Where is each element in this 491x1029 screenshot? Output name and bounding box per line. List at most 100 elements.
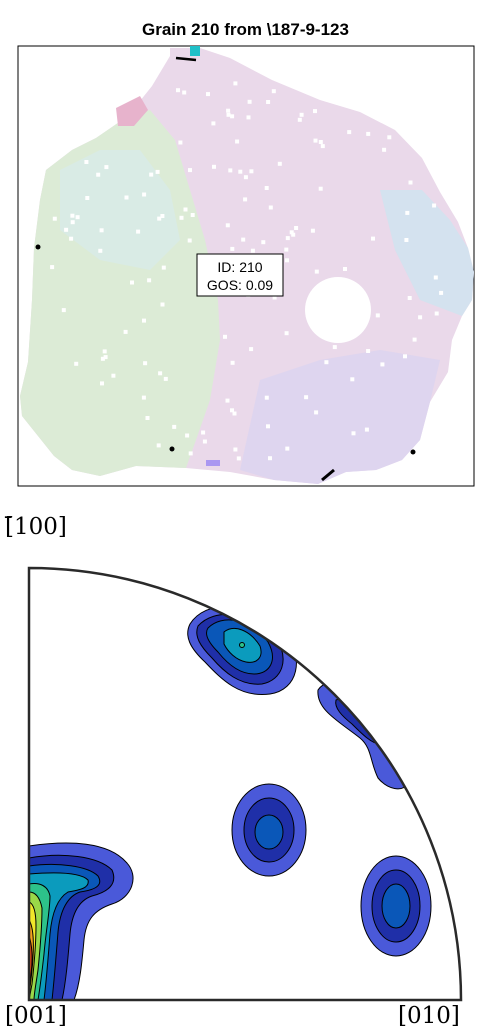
speckle bbox=[226, 108, 231, 113]
speckle bbox=[70, 213, 75, 218]
speckle bbox=[271, 89, 276, 94]
grain-map: ID: 210 GOS: 0.09 bbox=[17, 45, 475, 487]
speckle bbox=[268, 205, 273, 210]
speckle bbox=[172, 424, 177, 429]
speckle bbox=[236, 456, 241, 461]
speckle bbox=[387, 135, 392, 140]
contour-blob-c bbox=[231, 783, 307, 877]
speckle bbox=[225, 223, 230, 228]
speckle bbox=[156, 443, 161, 448]
contour-blob-e bbox=[29, 842, 134, 1000]
contour-blob-a bbox=[187, 605, 297, 696]
speckle bbox=[183, 207, 188, 212]
speckle bbox=[268, 456, 272, 461]
speckle bbox=[408, 180, 413, 185]
speckle bbox=[123, 329, 128, 334]
grain-region-teal bbox=[60, 150, 180, 270]
speckle bbox=[299, 112, 304, 117]
speckle bbox=[320, 144, 325, 149]
speckle bbox=[382, 147, 387, 152]
speckle bbox=[250, 248, 255, 253]
speckle bbox=[102, 349, 107, 354]
speckle bbox=[314, 269, 319, 274]
speckle bbox=[206, 92, 210, 97]
speckle bbox=[160, 302, 165, 307]
grain-region-lavender bbox=[240, 350, 440, 484]
speckle bbox=[155, 169, 160, 174]
speckle bbox=[230, 246, 235, 251]
speckle bbox=[103, 355, 108, 360]
speckle bbox=[179, 215, 184, 220]
speckle bbox=[241, 237, 246, 242]
speckle bbox=[111, 373, 116, 378]
speckle bbox=[304, 395, 309, 400]
speckle bbox=[85, 196, 90, 200]
speckle bbox=[261, 240, 266, 245]
speckle bbox=[284, 247, 289, 252]
speckle bbox=[412, 337, 417, 342]
speckle bbox=[188, 168, 192, 173]
speckle bbox=[187, 238, 192, 243]
speckle bbox=[264, 186, 269, 190]
grain-gos-line: GOS: 0.09 bbox=[207, 277, 273, 293]
speckle bbox=[439, 290, 444, 295]
speckle bbox=[176, 88, 180, 93]
speckle bbox=[349, 323, 353, 328]
speckle bbox=[96, 172, 101, 177]
speckle bbox=[371, 236, 375, 241]
speckle bbox=[149, 172, 154, 177]
speckle bbox=[432, 203, 437, 208]
speckle bbox=[351, 431, 356, 436]
speckle bbox=[380, 362, 385, 367]
speckle bbox=[157, 216, 162, 221]
speckle bbox=[289, 230, 294, 235]
speckle bbox=[145, 416, 150, 420]
speckle bbox=[249, 347, 254, 352]
speckle bbox=[99, 228, 104, 233]
grain-hole bbox=[305, 277, 371, 343]
speckle bbox=[247, 99, 252, 104]
speckle bbox=[212, 164, 216, 169]
speckle bbox=[266, 424, 270, 429]
speckle bbox=[100, 381, 104, 386]
speckle bbox=[272, 295, 277, 300]
speckle bbox=[142, 192, 147, 197]
speckle bbox=[277, 161, 282, 166]
speckle bbox=[100, 356, 105, 361]
speckle bbox=[75, 215, 80, 220]
speckle bbox=[230, 114, 235, 119]
speckle bbox=[130, 280, 134, 285]
speckle bbox=[336, 322, 341, 327]
speckle bbox=[202, 439, 207, 444]
speckle bbox=[404, 238, 409, 242]
speckle bbox=[266, 100, 271, 104]
speckle bbox=[74, 361, 79, 366]
speckle bbox=[104, 165, 109, 170]
speckle bbox=[182, 90, 187, 95]
speckle bbox=[160, 214, 165, 218]
speckle bbox=[403, 354, 407, 359]
speckle bbox=[70, 220, 75, 225]
speckle bbox=[64, 227, 69, 232]
speckle bbox=[50, 265, 55, 270]
speckle bbox=[249, 169, 254, 174]
speckle bbox=[211, 121, 216, 126]
speckle bbox=[264, 395, 269, 400]
speckle bbox=[310, 228, 315, 233]
grain-map-title: Grain 210 from \187-9-123 bbox=[142, 20, 349, 39]
speckle bbox=[238, 169, 243, 174]
grain-id-box bbox=[196, 253, 284, 297]
pole-label-bottom-right: [010] bbox=[398, 1003, 460, 1029]
pole-figure bbox=[29, 605, 432, 1000]
speckle bbox=[233, 81, 238, 86]
speckle bbox=[405, 210, 410, 215]
speckle bbox=[433, 275, 438, 280]
speckle bbox=[324, 360, 329, 365]
speckle bbox=[313, 109, 317, 114]
speckle bbox=[434, 311, 439, 316]
speckle bbox=[284, 331, 289, 336]
speckle bbox=[158, 371, 163, 376]
speckle bbox=[232, 411, 237, 416]
speckle bbox=[69, 236, 74, 241]
